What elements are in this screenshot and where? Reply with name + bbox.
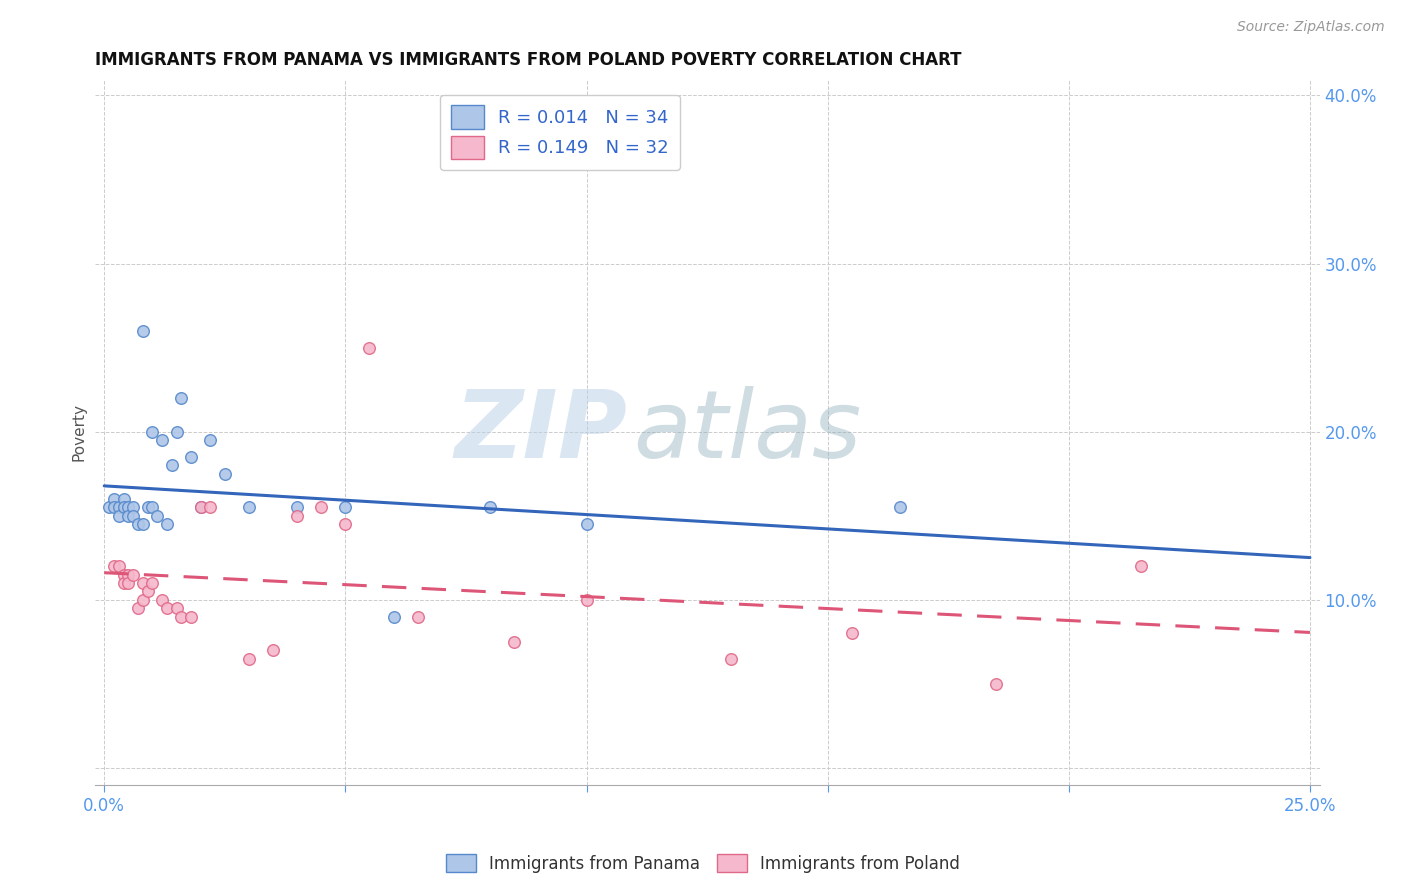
Point (238, 651, 260, 665)
Point (132, 592, 155, 607)
Point (122, 567, 145, 582)
Point (575, 517, 598, 532)
Point (107, 559, 129, 574)
Text: IMMIGRANTS FROM PANAMA VS IMMIGRANTS FROM POLAND POVERTY CORRELATION CHART: IMMIGRANTS FROM PANAMA VS IMMIGRANTS FRO… (94, 51, 962, 69)
Point (122, 508, 145, 523)
Point (190, 500, 212, 515)
Point (132, 324, 155, 338)
Point (406, 609, 429, 624)
Point (103, 491, 125, 506)
Point (98, 500, 121, 515)
Point (112, 500, 135, 515)
Point (127, 601, 149, 615)
Point (841, 626, 863, 640)
Point (160, 458, 183, 473)
Point (103, 500, 125, 515)
Point (136, 500, 159, 515)
Point (262, 643, 284, 657)
Point (200, 433, 222, 447)
Point (200, 500, 222, 515)
Point (1130, 559, 1153, 574)
Point (136, 584, 159, 599)
Point (214, 467, 236, 481)
Point (170, 609, 193, 624)
Point (127, 517, 149, 532)
Point (122, 500, 145, 515)
Point (889, 500, 911, 515)
Text: ZIP: ZIP (454, 385, 627, 477)
Point (335, 517, 357, 532)
Point (132, 517, 155, 532)
Point (285, 508, 308, 523)
Point (285, 500, 308, 515)
Point (150, 433, 173, 447)
Point (575, 592, 598, 607)
Point (112, 491, 135, 506)
Point (156, 601, 179, 615)
Point (479, 500, 502, 515)
Point (117, 576, 139, 591)
Point (986, 677, 1008, 691)
Text: atlas: atlas (634, 386, 862, 477)
Point (309, 500, 332, 515)
Point (146, 508, 169, 523)
Point (107, 500, 129, 515)
Y-axis label: Poverty: Poverty (72, 402, 86, 460)
Legend: Immigrants from Panama, Immigrants from Poland: Immigrants from Panama, Immigrants from … (439, 847, 967, 880)
Point (141, 500, 163, 515)
Point (180, 450, 202, 464)
Point (132, 576, 155, 591)
Point (156, 517, 179, 532)
Point (359, 341, 381, 355)
Point (117, 508, 139, 523)
Point (150, 592, 173, 607)
Point (180, 609, 202, 624)
Point (112, 576, 135, 591)
Point (166, 425, 188, 439)
Point (107, 508, 129, 523)
Point (103, 559, 125, 574)
Point (112, 567, 135, 582)
Point (141, 576, 163, 591)
Point (117, 500, 139, 515)
Point (503, 635, 526, 649)
Point (141, 425, 163, 439)
Point (720, 651, 742, 665)
Legend: R = 0.014   N = 34, R = 0.149   N = 32: R = 0.014 N = 34, R = 0.149 N = 32 (440, 95, 679, 170)
Point (166, 601, 188, 615)
Point (190, 500, 212, 515)
Point (335, 500, 357, 515)
Point (170, 391, 193, 405)
Point (382, 609, 405, 624)
Point (117, 567, 139, 582)
Point (238, 500, 260, 515)
Text: Source: ZipAtlas.com: Source: ZipAtlas.com (1237, 20, 1385, 34)
